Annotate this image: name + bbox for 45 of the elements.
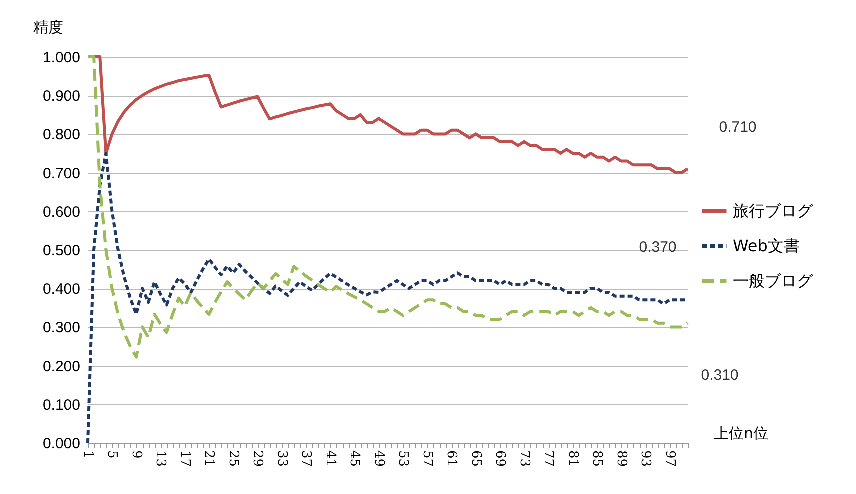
x-tick-label: 81 (565, 450, 580, 468)
text: 0.710 (719, 119, 757, 136)
x-tick-label: 57 (420, 450, 435, 468)
text: 0.310 (701, 367, 739, 384)
x-tick-label: 29 (250, 450, 266, 468)
x-tick-label: 13 (153, 450, 168, 468)
y-tick-label: 0.400 (42, 281, 80, 298)
y-tick-label: 0.100 (42, 396, 80, 414)
x-tick-label: 73 (516, 450, 532, 468)
x-tick-label: 69 (492, 450, 508, 468)
x-tick-label: 53 (396, 450, 411, 468)
legend-label: 一般ブログ (733, 272, 814, 290)
x-tick-label: 61 (444, 450, 460, 468)
annotation: 0.370 (639, 239, 677, 256)
y-tick-label: 0.900 (42, 88, 80, 106)
x-tick-label: 45 (347, 450, 362, 468)
y-axis-title: 精度 (34, 18, 64, 36)
x-tick-label: 85 (590, 450, 605, 468)
x-axis-title: 上位n位 (714, 424, 768, 442)
y-tick-label: 0.800 (42, 126, 80, 144)
x-tick-label: 25 (226, 450, 241, 468)
x-tick-label: 89 (614, 450, 629, 468)
x-tick-label: 77 (541, 450, 556, 468)
x-tick-label: 9 (128, 450, 144, 459)
y-tick-label: 0.300 (42, 320, 80, 337)
y-tick-label: 0.700 (42, 165, 80, 182)
x-tick-label: 33 (274, 450, 290, 468)
legend-label: Web文書 (733, 236, 800, 256)
x-tick-label: 5 (104, 450, 120, 459)
x-tick-label: 97 (662, 450, 678, 468)
y-tick-label: 0.500 (42, 242, 80, 260)
y-tick-label: 0.000 (42, 436, 80, 452)
x-tick-label: 41 (322, 450, 338, 468)
x-tick-label: 49 (371, 450, 386, 468)
x-tick-label: 1 (80, 450, 96, 459)
legend-label: 旅行ブログ (733, 202, 814, 220)
y-tick-label: 1.000 (42, 50, 80, 66)
y-tick-label: 0.600 (42, 204, 80, 221)
y-tick-label: 0.200 (42, 358, 80, 376)
x-tick-label: 21 (202, 450, 217, 468)
x-tick-label: 93 (638, 450, 654, 468)
line-series (86, 56, 690, 359)
x-tick-label: 17 (177, 450, 192, 468)
x-tick-label: 65 (468, 450, 484, 468)
x-tick-label: 37 (298, 450, 314, 468)
